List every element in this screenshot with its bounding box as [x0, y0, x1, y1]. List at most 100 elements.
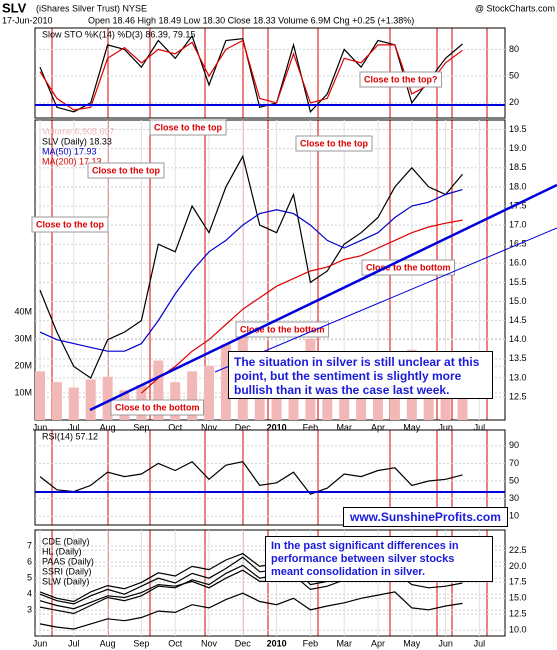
tick-label: 17.0 — [509, 219, 527, 229]
volume-bar — [457, 392, 468, 420]
x-tick-label: May — [403, 422, 421, 432]
volume-bar — [339, 387, 350, 420]
annotation-box — [359, 71, 442, 88]
annotation-box — [31, 216, 109, 233]
x-tick-label: May — [403, 638, 421, 648]
x-tick-label: 2010 — [267, 422, 287, 432]
annotation-box — [295, 135, 373, 152]
tick-label: 14.0 — [509, 334, 527, 344]
x-tick-label: Jun — [438, 422, 453, 432]
volume-bar — [187, 371, 198, 420]
tick-label: 4 — [27, 589, 32, 599]
tick-label: 14.5 — [509, 315, 527, 325]
panel-frame — [34, 119, 506, 421]
panel-frame — [34, 27, 506, 119]
series-line — [39, 460, 463, 495]
panel-frame — [34, 529, 506, 637]
x-tick-label: Jul — [474, 422, 486, 432]
series-line — [39, 189, 463, 352]
annotation: Close to the top — [92, 165, 160, 175]
tick-label: 12.5 — [509, 391, 527, 401]
legend-entry: Volume 6,905,607 — [42, 126, 115, 136]
x-tick-label: 2010 — [267, 638, 287, 648]
annotation: Close to the bottom — [366, 262, 451, 272]
tick-label: 10 — [509, 511, 519, 521]
legend-entry: CDE (Daily) — [42, 536, 90, 546]
annotation: Close to the top — [300, 138, 368, 148]
volume-bar — [204, 365, 214, 420]
tick-label: 18.0 — [509, 181, 527, 191]
series-line — [140, 219, 463, 394]
tick-label: 15.0 — [509, 296, 527, 306]
legend-entry: MA(200) 17.13 — [42, 156, 102, 166]
tick-label: 20M — [14, 360, 32, 370]
volume-bar — [220, 344, 231, 420]
tick-label: 16.0 — [509, 258, 527, 268]
annotation: Close to the top? — [364, 74, 438, 84]
series-line — [39, 591, 463, 630]
tick-label: 5 — [27, 573, 32, 583]
volume-bar — [288, 382, 299, 420]
x-tick-label: Jun — [33, 638, 48, 648]
tick-label: 40M — [14, 306, 32, 316]
note: The situation in silver is still unclear… — [228, 351, 493, 399]
annotation: Close to the bottom — [240, 324, 325, 334]
tick-label: 10.0 — [509, 625, 527, 635]
tick-label: 15.5 — [509, 277, 527, 287]
tick-label: 16.5 — [509, 239, 527, 249]
x-tick-label: Dec — [235, 422, 252, 432]
x-tick-label: Nov — [201, 422, 218, 432]
volume-bar — [271, 379, 282, 420]
legend-entry: SSRI (Daily) — [42, 566, 92, 576]
x-tick-label: Jun — [33, 422, 48, 432]
x-tick-label: Jul — [68, 422, 80, 432]
x-tick-label: Feb — [303, 422, 319, 432]
annotation: Close to the top — [36, 219, 104, 229]
volume-bar — [373, 390, 383, 420]
legend-entry: SLV (Daily) 18.33 — [42, 136, 112, 146]
panel-title: RSI(14) 57.12 — [42, 431, 98, 441]
tick-label: 20 — [509, 97, 519, 107]
source: @ StockCharts.com — [475, 3, 555, 13]
x-tick-label: Jul — [474, 638, 486, 648]
tick-label: 30M — [14, 333, 32, 343]
series-line — [39, 34, 463, 114]
x-tick-label: Sep — [133, 638, 149, 648]
panel-frame — [34, 429, 506, 526]
tick-label: 17.5 — [509, 200, 527, 210]
tick-label: 22.5 — [509, 545, 527, 555]
volume-bar — [153, 360, 164, 420]
x-tick-label: Oct — [168, 638, 183, 648]
tick-label: 13.5 — [509, 353, 527, 363]
series-line — [39, 39, 463, 111]
x-tick-label: Oct — [168, 422, 183, 432]
note: In the past significant differences in p… — [265, 536, 493, 582]
tick-label: 17.5 — [509, 577, 527, 587]
trend-line — [89, 183, 557, 412]
tick-label: 12.5 — [509, 609, 527, 619]
tick-label: 15.0 — [509, 593, 527, 603]
tick-label: 50 — [509, 70, 519, 80]
legend-entry: HL (Daily) — [42, 546, 82, 556]
panel-title: Slow STO %K(14) %D(3) 86.39, 79.15 — [42, 29, 195, 39]
x-tick-label: Apr — [371, 638, 385, 648]
x-tick-label: Jun — [438, 638, 453, 648]
trend-line — [214, 227, 557, 373]
tick-label: 10M — [14, 387, 32, 397]
volume-bar — [35, 371, 45, 420]
x-tick-label: Aug — [100, 422, 116, 432]
security-name: (iShares Silver Trust) NYSE — [36, 3, 147, 13]
symbol: SLV — [2, 0, 27, 15]
x-tick-label: Aug — [100, 638, 116, 648]
tick-label: 19.0 — [509, 143, 527, 153]
tick-label: 18.5 — [509, 162, 527, 172]
tick-label: 19.5 — [509, 124, 527, 134]
volume-bar — [51, 382, 62, 420]
legend-entry: MA(50) 17.93 — [42, 146, 97, 156]
tick-label: 3 — [27, 605, 32, 615]
annotation-box — [110, 399, 204, 416]
tick-label: 20.0 — [509, 561, 527, 571]
tick-label: 50 — [509, 475, 519, 485]
tick-label: 6 — [27, 556, 32, 566]
